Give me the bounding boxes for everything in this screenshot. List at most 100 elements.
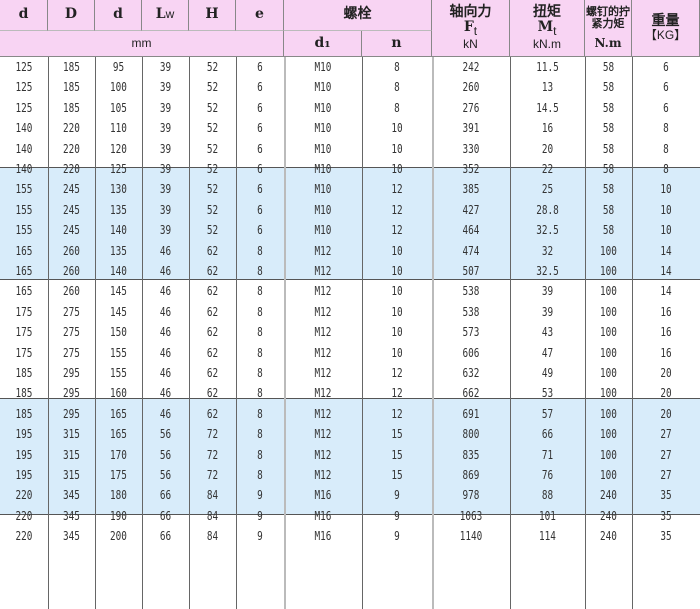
table-cell: 10 [391,141,403,156]
table-cell: 165 [15,243,33,258]
table-cell: M12 [314,304,332,319]
table-cell: 315 [63,427,80,442]
table-cell: 195 [15,447,33,462]
table-cell: 35 [660,488,672,503]
table-cell: 100 [600,345,617,360]
table-cell: 220 [15,508,33,523]
table-cell: 72 [206,427,219,442]
table-cell: 32.5 [536,264,559,278]
column-divider [632,57,633,609]
table-cell: M12 [314,264,332,278]
table-row: 195 315 165 56 72 8 M12 15 800 66 100 27 [0,424,700,444]
table-cell: 72 [206,468,219,482]
table-cell: M10 [314,60,332,74]
table-cell: 8 [257,386,263,401]
table-cell: 606 [462,345,480,360]
table-cell: 20 [660,406,672,421]
table-cell: 145 [110,284,127,299]
header-mm: mm [0,31,284,57]
table-cell: 35 [660,508,672,523]
table-cell: 39 [159,80,172,95]
table-cell: 46 [159,264,172,278]
column-divider [189,57,190,609]
table-cell: M12 [314,325,332,340]
table-cell: M10 [314,202,332,217]
table-cell: 58 [602,60,615,74]
table-cell: 140 [15,162,33,176]
table-row: 175 275 145 46 62 8 M12 10 538 39 100 16 [0,302,700,322]
table-cell: 242 [462,60,480,74]
table-cell: 84 [206,488,219,503]
table-cell: 175 [15,345,33,360]
table-cell: M12 [314,447,332,462]
table-cell: 8 [394,60,400,74]
table-cell: 9 [394,488,400,503]
table-cell: 155 [15,182,33,197]
table-cell: M10 [314,223,332,238]
table-cell: 276 [462,100,480,115]
table-cell: 120 [110,141,127,156]
table-cell: 14 [660,264,672,278]
column-divider [95,57,96,609]
table-cell: 14.5 [536,100,559,115]
table-row: 165 260 135 46 62 8 M12 10 474 32 100 14 [0,241,700,261]
header-axial-force: 轴向力 Ft kN [432,0,510,57]
table-cell: M12 [314,406,332,421]
table-cell: 6 [257,182,263,197]
table-cell: 62 [206,366,219,380]
table-cell: 185 [63,80,80,95]
table-cell: 260 [63,264,80,278]
table-cell: 140 [110,223,127,238]
table-cell: 135 [110,243,127,258]
table-cell: 180 [110,488,127,503]
table-cell: 10 [660,223,672,238]
table-cell: 58 [602,100,615,115]
mt-symbol: M [537,19,554,36]
table-cell: 62 [206,386,219,401]
table-cell: 8 [257,304,263,319]
table-cell: 58 [602,223,615,238]
table-row: 140 220 120 39 52 6 M10 10 330 20 58 8 [0,139,700,159]
table-cell: 39 [159,141,172,156]
table-cell: 56 [159,468,172,482]
table-cell: 95 [112,60,125,74]
table-cell: 15 [391,427,403,442]
table-cell: 220 [63,121,80,136]
column-divider [142,57,143,609]
table-cell: 10 [391,284,403,299]
table-cell: M12 [314,427,332,442]
table-cell: 100 [600,447,617,462]
table-cell: 978 [462,488,480,503]
table-cell: 195 [15,468,33,482]
table-cell: 175 [15,304,33,319]
table-cell: 330 [462,141,480,156]
table-cell: 200 [110,529,127,544]
table-cell: 32 [541,243,554,258]
table-cell: 15 [391,468,403,482]
kn-unit: kN [463,37,478,52]
column-divider [236,57,237,609]
table-row: 125 185 95 39 52 6 M10 8 242 11.5 58 6 [0,57,700,77]
table-cell: 52 [206,100,219,115]
table-cell: 6 [663,60,669,74]
table-cell: 46 [159,304,172,319]
table-cell: 46 [159,345,172,360]
table-cell: 10 [391,121,403,136]
table-cell: 8 [663,121,669,136]
table-cell: 8 [257,345,263,360]
table-cell: 185 [15,366,33,380]
header-d1: d₁ [284,31,362,57]
table-cell: 464 [462,223,480,238]
table-cell: 100 [600,366,617,380]
table-cell: 62 [206,406,219,421]
table-cell: 632 [462,366,480,380]
table-cell: M10 [314,80,332,95]
table-cell: 10 [660,202,672,217]
table-cell: 22 [541,162,554,176]
header-torque: 扭矩 Mt kN.m [510,0,585,57]
table-row: 220 345 200 66 84 9 M16 9 1140 114 240 35 [0,526,700,546]
table-cell: 170 [110,447,127,462]
table-row: 175 275 150 46 62 8 M12 10 573 43 100 16 [0,322,700,342]
table-cell: 185 [15,406,33,421]
table-cell: 125 [15,100,33,115]
